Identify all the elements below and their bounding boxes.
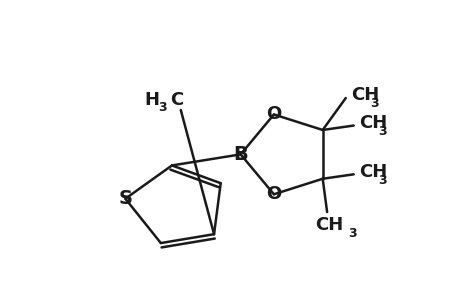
Text: B: B [233, 145, 248, 164]
Text: 3: 3 [348, 227, 357, 240]
Text: H: H [145, 91, 160, 109]
Text: CH: CH [359, 114, 388, 132]
Text: 3: 3 [158, 101, 167, 114]
Text: S: S [118, 189, 132, 208]
Text: CH: CH [351, 86, 379, 104]
Text: CH: CH [315, 216, 344, 234]
Text: C: C [170, 91, 183, 109]
Text: 3: 3 [370, 97, 379, 110]
Text: O: O [266, 185, 282, 203]
Text: 3: 3 [378, 125, 387, 138]
Text: CH: CH [359, 163, 388, 181]
Text: 3: 3 [378, 174, 387, 187]
Text: O: O [266, 105, 282, 123]
